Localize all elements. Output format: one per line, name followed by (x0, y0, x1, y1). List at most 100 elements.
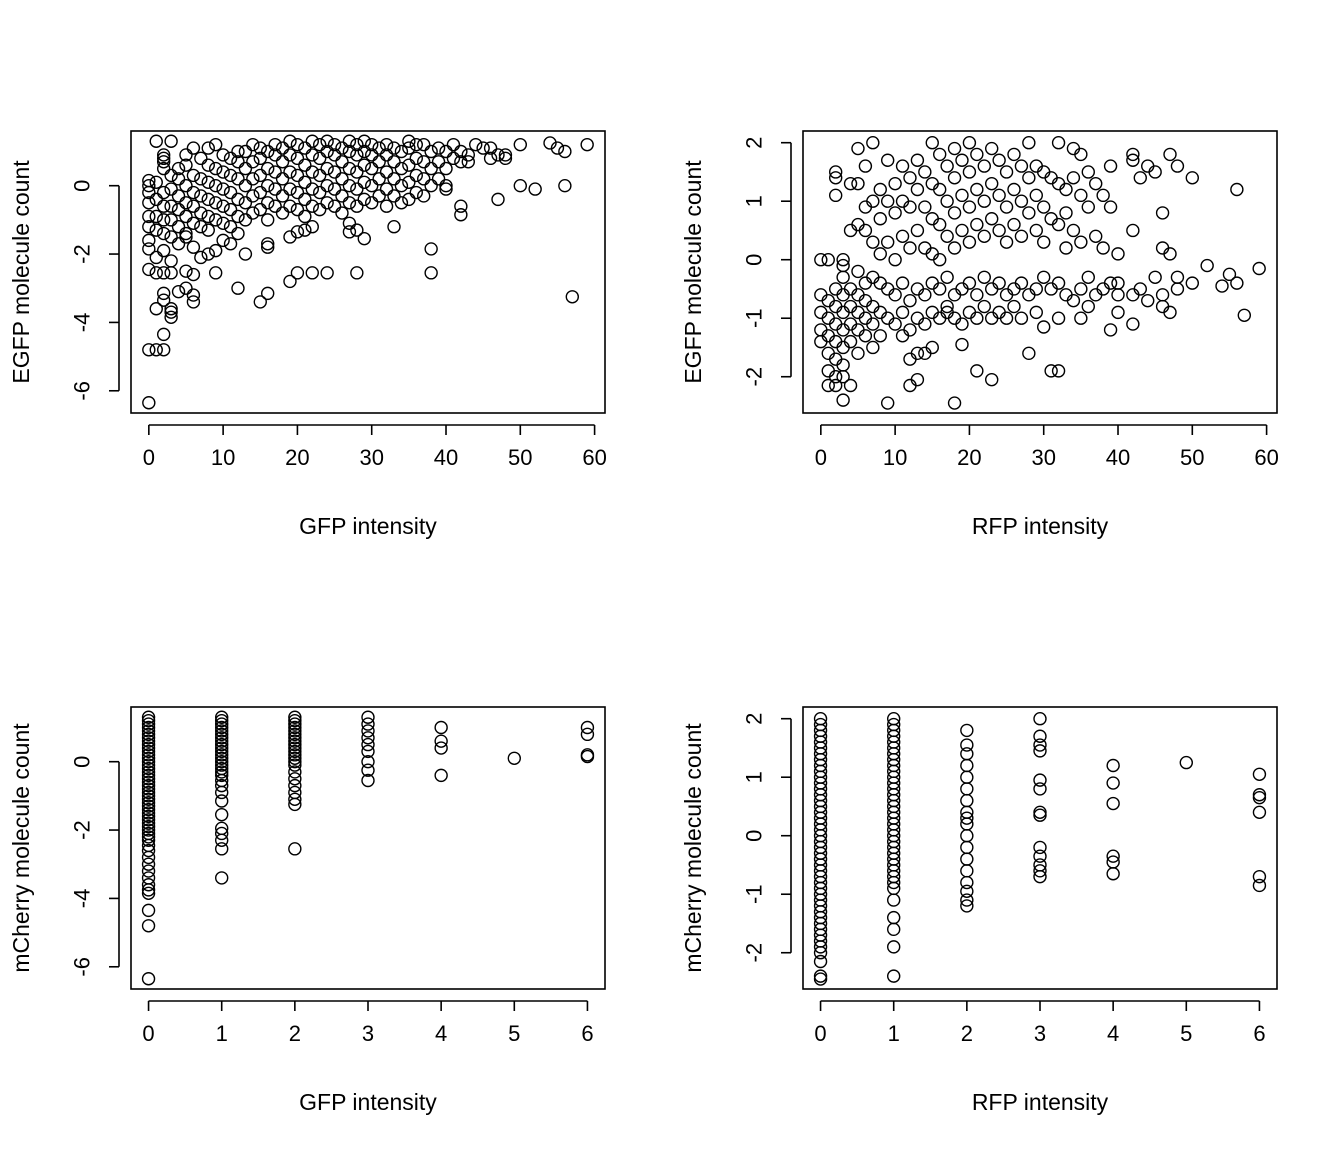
data-point (141, 871, 156, 885)
data-point (960, 899, 974, 913)
data-point (156, 148, 171, 162)
data-point (960, 758, 974, 773)
data-point (335, 155, 349, 169)
data-point (298, 141, 312, 155)
data-point (290, 266, 305, 280)
data-point (288, 797, 302, 812)
x-tick-label: 4 (1107, 1021, 1119, 1046)
data-point (141, 813, 156, 827)
scatter-panel-1: 0 10 20 30 40 50 60 -6 -4 -2 0 GFP intensity EGFP mo… (8, 130, 607, 539)
y-tick-label: 0 (70, 756, 95, 768)
data-point (960, 884, 974, 898)
data-point (141, 713, 156, 728)
data-point (1033, 849, 1047, 863)
data-point (327, 165, 342, 179)
data-point (141, 724, 156, 738)
data-point (895, 276, 910, 290)
data-point (288, 724, 302, 738)
data-point (387, 220, 401, 234)
data-point (1230, 182, 1244, 197)
data-point (814, 253, 828, 267)
data-point (888, 253, 902, 267)
data-point (298, 223, 312, 237)
data-point (1170, 270, 1185, 284)
data-point (813, 940, 828, 954)
data-point (372, 155, 386, 169)
data-point (379, 137, 394, 152)
data-point (903, 171, 917, 185)
data-point (288, 717, 302, 731)
data-point (288, 772, 302, 786)
data-point (141, 792, 156, 806)
data-point (142, 178, 156, 193)
data-point (836, 253, 850, 267)
data-point (947, 141, 962, 156)
data-point (365, 148, 379, 162)
data-point (208, 243, 223, 258)
data-point (171, 237, 186, 251)
data-point (851, 264, 865, 279)
data-point (335, 189, 349, 203)
data-point (357, 231, 371, 246)
data-point (1033, 712, 1047, 726)
data-point (836, 270, 850, 284)
data-point (164, 213, 178, 227)
data-point (962, 165, 977, 179)
data-point (201, 141, 215, 155)
data-point (454, 144, 468, 159)
data-point (208, 213, 223, 227)
data-point (216, 182, 230, 196)
data-point (261, 237, 275, 251)
data-point (141, 761, 156, 776)
data-point (215, 871, 229, 885)
data-point (327, 148, 342, 162)
data-point (164, 305, 178, 319)
data-point (1029, 282, 1043, 296)
data-point (394, 196, 409, 210)
data-point (361, 754, 375, 769)
data-point (1007, 147, 1021, 162)
data-point (483, 141, 498, 155)
data-point (955, 188, 969, 203)
data-point (186, 199, 201, 213)
data-point (283, 199, 297, 213)
data-point (357, 158, 371, 172)
data-point (866, 136, 880, 150)
data-point (498, 151, 513, 166)
data-point (1133, 282, 1147, 296)
data-point (372, 189, 386, 203)
data-point (223, 168, 238, 183)
y-tick-label: -2 (742, 367, 767, 387)
data-point (918, 288, 932, 302)
data-point (873, 182, 887, 197)
data-point (215, 748, 229, 762)
data-point (216, 165, 230, 179)
data-point (858, 159, 873, 173)
data-point (261, 196, 275, 210)
data-point (903, 293, 917, 308)
data-point (283, 182, 297, 196)
data-point (933, 217, 947, 232)
y-tick-label: 0 (70, 180, 95, 192)
data-point (238, 213, 253, 227)
data-point (141, 886, 156, 900)
data-point (327, 182, 342, 196)
data-point (417, 172, 431, 186)
data-point (216, 233, 230, 248)
data-point (1059, 182, 1073, 197)
data-point (409, 137, 423, 152)
data-point (394, 178, 409, 193)
data-point (171, 189, 186, 203)
data-point (288, 710, 302, 724)
x-tick-label: 6 (1253, 1021, 1265, 1046)
data-point (402, 158, 416, 172)
data-point (179, 196, 193, 210)
data-point (231, 209, 245, 224)
data-point (1179, 755, 1193, 770)
data-point (940, 270, 954, 284)
data-point (1033, 729, 1047, 743)
data-point (970, 311, 984, 325)
data-point (903, 241, 917, 255)
data-point (156, 343, 171, 357)
data-point (828, 188, 843, 203)
